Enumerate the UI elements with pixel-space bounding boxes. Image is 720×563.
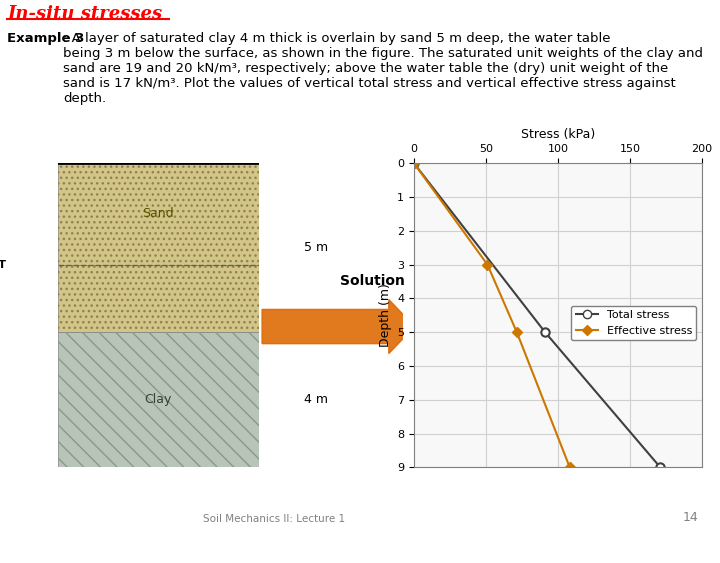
- Y-axis label: Depth (m): Depth (m): [379, 283, 392, 347]
- Text: Soil Mechanics II: Lecture 1: Soil Mechanics II: Lecture 1: [202, 513, 345, 524]
- Text: 5 m: 5 m: [304, 241, 328, 254]
- Text: : A layer of saturated clay 4 m thick is overlain by sand 5 m deep, the water ta: : A layer of saturated clay 4 m thick is…: [63, 32, 703, 105]
- Line: Total stress: Total stress: [410, 159, 665, 471]
- Effective stress: [410, 160, 418, 167]
- Text: 4 m: 4 m: [304, 393, 328, 406]
- Bar: [58, 265, 259, 332]
- Text: Clay: Clay: [145, 393, 172, 406]
- Bar: [58, 163, 259, 265]
- Bar: [58, 163, 259, 265]
- Bar: [58, 332, 259, 467]
- Text: Example 3: Example 3: [7, 32, 84, 44]
- Effective stress: [483, 261, 492, 268]
- Line: Effective stress: Effective stress: [410, 160, 573, 471]
- Text: In-situ stresses: In-situ stresses: [7, 5, 162, 23]
- Text: WT: WT: [0, 260, 7, 270]
- Text: Sand: Sand: [143, 207, 174, 221]
- Effective stress: [565, 464, 574, 471]
- Bar: [58, 332, 259, 467]
- Text: Solution: Solution: [340, 275, 405, 288]
- Effective stress: [513, 329, 521, 336]
- Total stress: [541, 329, 549, 336]
- Text: 14: 14: [683, 511, 698, 524]
- FancyArrow shape: [262, 300, 415, 354]
- Bar: [58, 265, 259, 332]
- X-axis label: Stress (kPa): Stress (kPa): [521, 128, 595, 141]
- Total stress: [656, 464, 665, 471]
- Legend: Total stress, Effective stress: Total stress, Effective stress: [571, 306, 696, 340]
- Total stress: [410, 160, 418, 167]
